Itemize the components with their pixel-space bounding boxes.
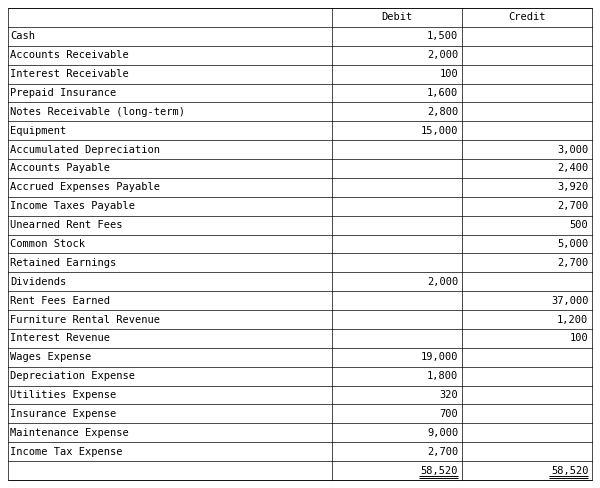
Text: Debit: Debit [382, 12, 413, 22]
Text: Credit: Credit [508, 12, 545, 22]
Text: 2,000: 2,000 [427, 277, 458, 287]
Text: 58,520: 58,520 [421, 466, 458, 476]
Text: Income Tax Expense: Income Tax Expense [10, 447, 123, 457]
Text: 500: 500 [569, 220, 589, 230]
Text: 37,000: 37,000 [551, 296, 589, 305]
Text: 1,600: 1,600 [427, 88, 458, 98]
Text: 2,700: 2,700 [427, 447, 458, 457]
Text: 2,700: 2,700 [557, 258, 589, 268]
Text: 100: 100 [569, 333, 589, 344]
Text: Common Stock: Common Stock [10, 239, 85, 249]
Text: Prepaid Insurance: Prepaid Insurance [10, 88, 116, 98]
Text: Cash: Cash [10, 31, 35, 41]
Text: 1,800: 1,800 [427, 371, 458, 381]
Text: Accrued Expenses Payable: Accrued Expenses Payable [10, 183, 160, 192]
Text: 1,500: 1,500 [427, 31, 458, 41]
Text: 19,000: 19,000 [421, 352, 458, 362]
Text: Retained Earnings: Retained Earnings [10, 258, 116, 268]
Text: Maintenance Expense: Maintenance Expense [10, 428, 129, 438]
Text: Furniture Rental Revenue: Furniture Rental Revenue [10, 315, 160, 325]
Text: 1,200: 1,200 [557, 315, 589, 325]
Text: Dividends: Dividends [10, 277, 67, 287]
Text: Wages Expense: Wages Expense [10, 352, 92, 362]
Text: 15,000: 15,000 [421, 126, 458, 136]
Text: 100: 100 [439, 69, 458, 79]
Text: 5,000: 5,000 [557, 239, 589, 249]
Text: 2,000: 2,000 [427, 50, 458, 60]
Text: 9,000: 9,000 [427, 428, 458, 438]
Text: 2,400: 2,400 [557, 163, 589, 173]
Text: Accounts Payable: Accounts Payable [10, 163, 110, 173]
Text: Interest Revenue: Interest Revenue [10, 333, 110, 344]
Text: 58,520: 58,520 [551, 466, 589, 476]
Text: 2,800: 2,800 [427, 107, 458, 117]
Text: Utilities Expense: Utilities Expense [10, 390, 116, 400]
Text: Notes Receivable (long-term): Notes Receivable (long-term) [10, 107, 185, 117]
Text: 3,920: 3,920 [557, 183, 589, 192]
Text: Unearned Rent Fees: Unearned Rent Fees [10, 220, 123, 230]
Text: Equipment: Equipment [10, 126, 67, 136]
Text: Rent Fees Earned: Rent Fees Earned [10, 296, 110, 305]
Text: Depreciation Expense: Depreciation Expense [10, 371, 136, 381]
Text: Insurance Expense: Insurance Expense [10, 409, 116, 419]
Text: Interest Receivable: Interest Receivable [10, 69, 129, 79]
Text: Accumulated Depreciation: Accumulated Depreciation [10, 144, 160, 155]
Text: 2,700: 2,700 [557, 201, 589, 211]
Text: 3,000: 3,000 [557, 144, 589, 155]
Text: Income Taxes Payable: Income Taxes Payable [10, 201, 136, 211]
Text: 700: 700 [439, 409, 458, 419]
Text: Accounts Receivable: Accounts Receivable [10, 50, 129, 60]
Text: 320: 320 [439, 390, 458, 400]
